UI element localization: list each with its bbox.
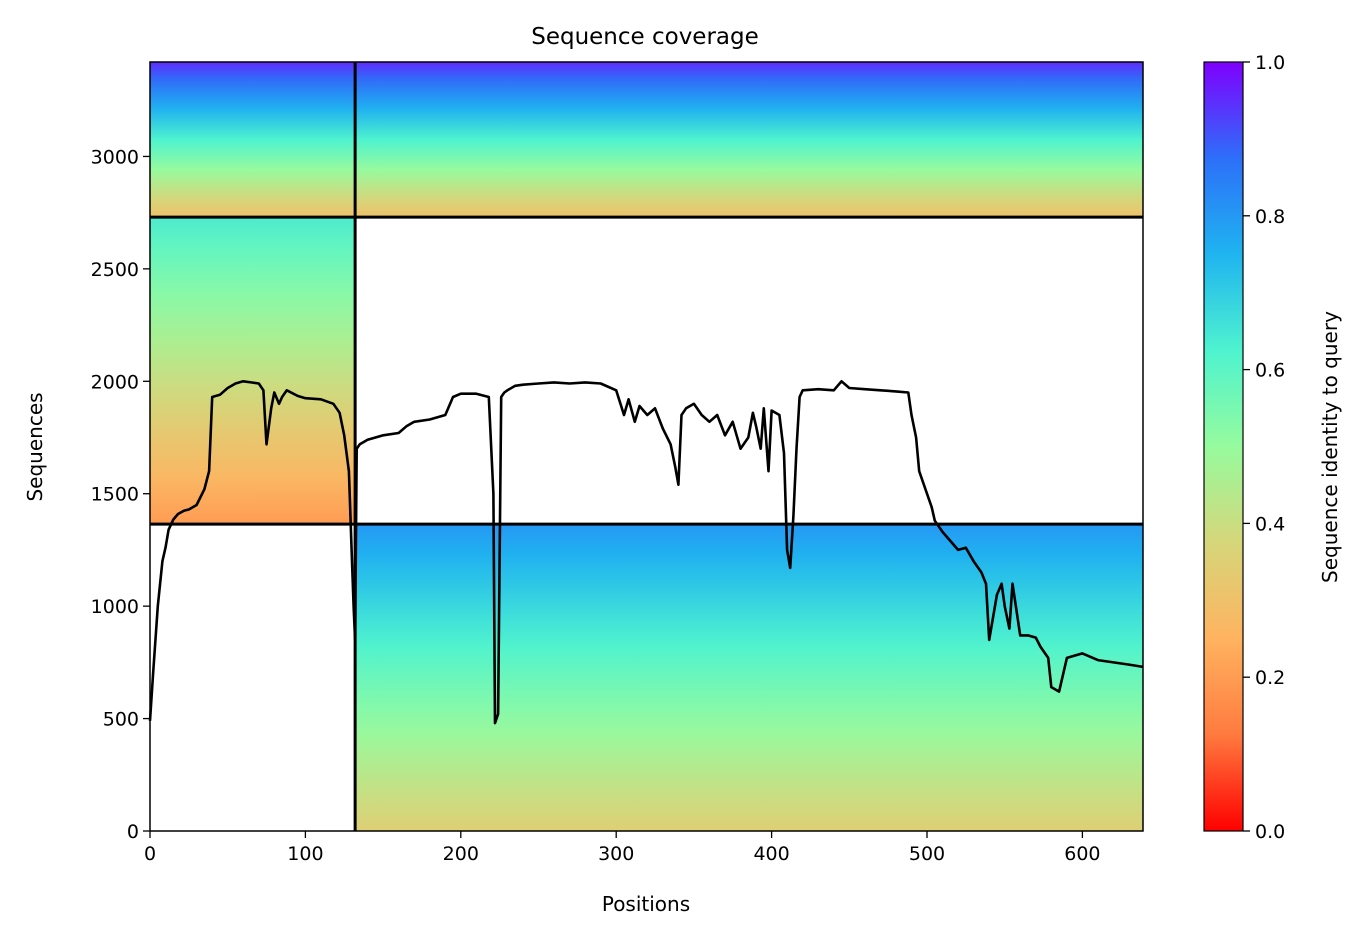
colorbar-gradient [1203, 61, 1244, 832]
x-axis-label: Positions [602, 892, 690, 916]
y-tick-label: 1500 [91, 484, 139, 506]
y-tick-label: 500 [103, 709, 139, 731]
msa-block-paired [150, 62, 1143, 218]
heatmap-area [150, 62, 1143, 831]
colorbar-tick-label: 0.8 [1255, 206, 1285, 228]
x-tick-label: 300 [598, 843, 634, 865]
coverage-line [148, 379, 1144, 725]
x-tick-label: 600 [1064, 843, 1100, 865]
x-tick-label: 500 [909, 843, 945, 865]
x-tick-label: 0 [144, 843, 156, 865]
x-tick-label: 100 [287, 843, 323, 865]
colorbar-tick-label: 0.0 [1255, 821, 1285, 843]
y-tick-label: 2000 [91, 371, 139, 393]
y-tick-label: 0 [127, 821, 139, 843]
y-tick-label: 1000 [91, 596, 139, 618]
colorbar: 0.0 0.2 0.4 0.6 0.8 1.0 Sequence identity to … [1203, 52, 1342, 843]
chart-title: Sequence coverage [531, 24, 759, 50]
y-axis-label: Sequences [23, 392, 47, 501]
x-tick-label: 400 [753, 843, 789, 865]
colorbar-ticks: 0.0 0.2 0.4 0.6 0.8 1.0 [1243, 52, 1285, 843]
separator-lines [150, 62, 1143, 831]
y-axis: 0 500 1000 1500 2000 2500 3000 [91, 146, 150, 843]
msa-block-chain-B [355, 524, 1143, 831]
colorbar-tick-label: 0.4 [1255, 513, 1285, 535]
y-tick-label: 3000 [91, 146, 139, 168]
colorbar-label: Sequence identity to query [1318, 311, 1342, 583]
colorbar-tick-label: 1.0 [1255, 52, 1285, 74]
plot-frame [149, 61, 1144, 832]
x-tick-label: 200 [443, 843, 479, 865]
colorbar-tick-label: 0.6 [1255, 360, 1285, 382]
coverage-line-group [148, 379, 1144, 725]
colorbar-tick-label: 0.2 [1255, 667, 1285, 689]
y-tick-label: 2500 [91, 259, 139, 281]
x-axis: 0 100 200 300 400 500 600 [144, 831, 1101, 865]
